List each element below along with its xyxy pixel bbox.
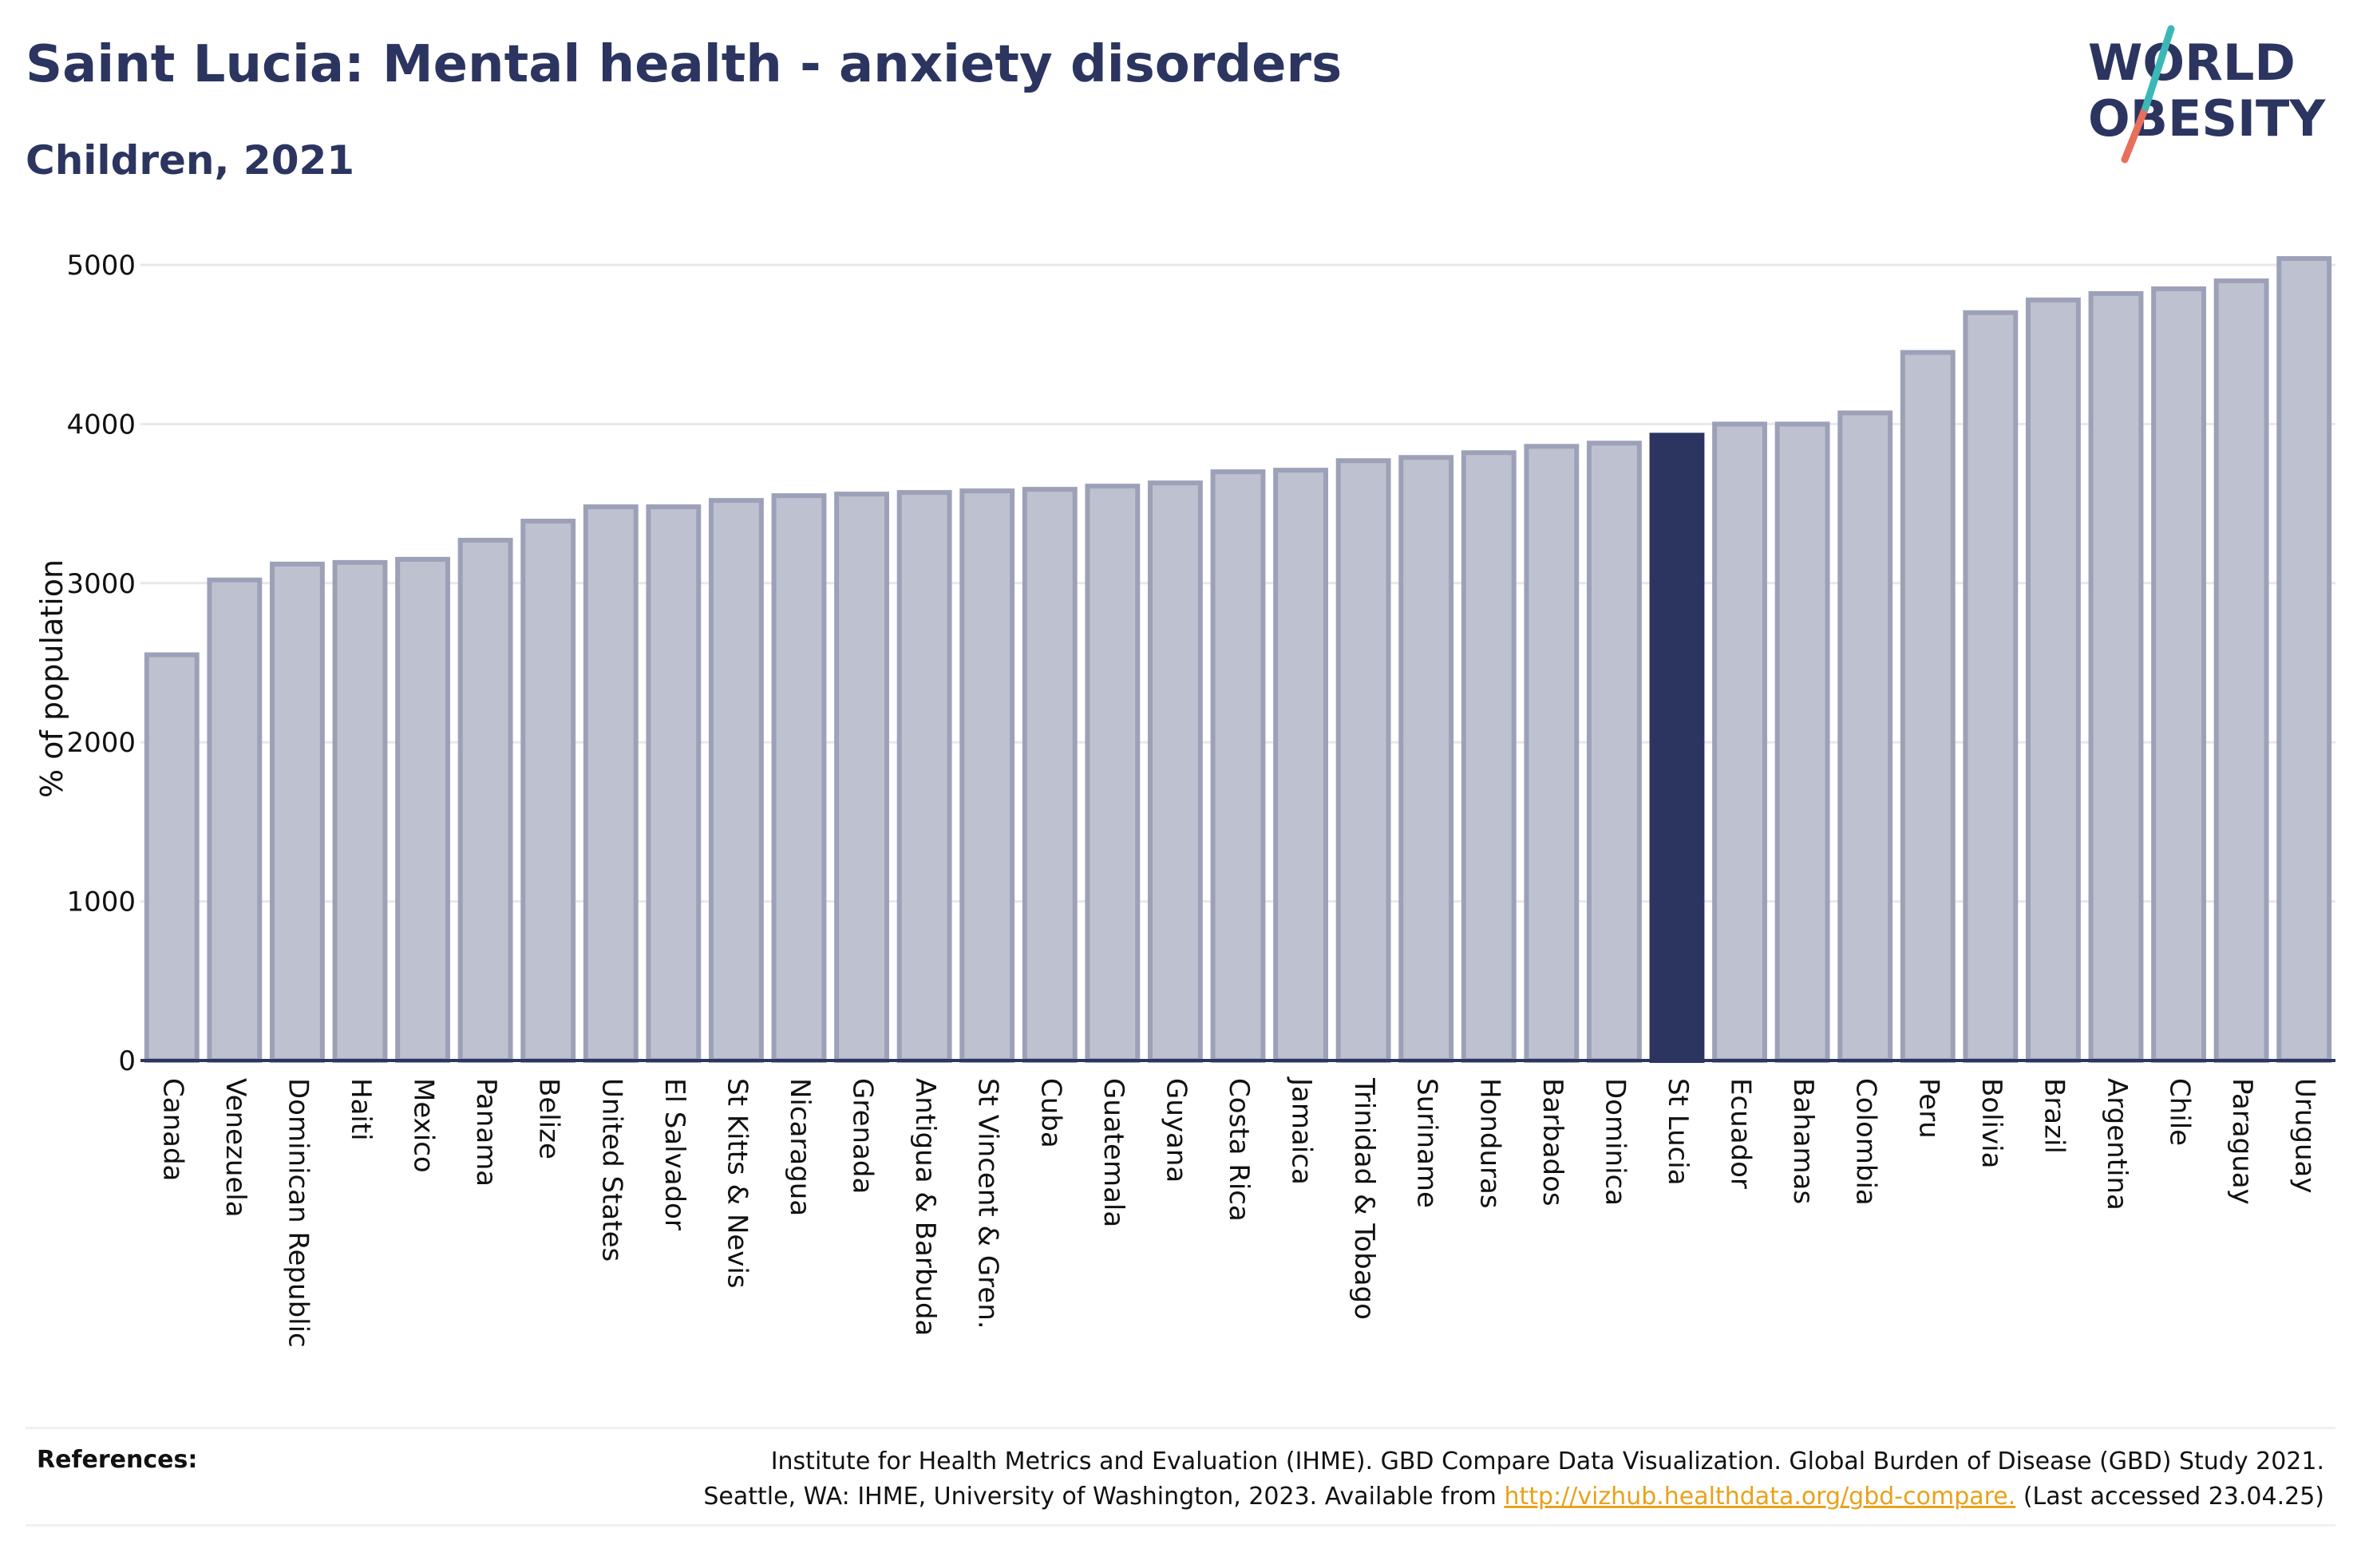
- logo-text-obesity: OBESITY: [2088, 89, 2326, 148]
- bar: [1774, 421, 1830, 1063]
- x-category-label: Barbados: [1536, 1078, 1568, 1207]
- y-tick-label: 3000: [66, 568, 136, 600]
- bar: [270, 561, 325, 1063]
- bar: [1587, 440, 1642, 1063]
- bar: [1837, 410, 1893, 1063]
- x-category-label: Nicaragua: [784, 1078, 816, 1216]
- x-category-label: Belize: [533, 1078, 565, 1159]
- x-category-label: Brazil: [2038, 1078, 2070, 1154]
- x-category-label: Venezuela: [219, 1078, 251, 1218]
- x-category-label: Suriname: [1411, 1078, 1443, 1208]
- x-category-label: El Salvador: [658, 1078, 690, 1230]
- bar: [1963, 310, 2019, 1063]
- bar: [457, 537, 513, 1063]
- x-category-label: St Kitts & Nevis: [721, 1078, 753, 1289]
- bar-chart: 0 1000 2000 3000 4000 5000 Canada Venezuela Dom…: [34, 250, 2335, 1348]
- bar: [1273, 468, 1328, 1063]
- chart-title: Saint Lucia: Mental health - anxiety dis…: [26, 35, 1343, 94]
- x-category-labels: Canada Venezuela Dominican Republic Haiti Me…: [156, 1076, 2320, 1348]
- bar: [896, 490, 952, 1063]
- bar: [1022, 487, 1078, 1063]
- x-category-label: Peru: [1912, 1078, 1944, 1139]
- bar: [771, 493, 827, 1063]
- bar: [144, 652, 200, 1064]
- x-category-label: Trinidad & Tobago: [1348, 1077, 1380, 1320]
- references-text: Institute for Health Metrics and Evaluat…: [703, 1444, 2324, 1515]
- chart-subtitle: Children, 2021: [26, 137, 355, 184]
- references-bottom-divider: [26, 1524, 2335, 1527]
- x-category-label: Panama: [470, 1078, 502, 1187]
- y-tick-label: 5000: [66, 250, 136, 282]
- references-link[interactable]: http://vizhub.healthdata.org/gbd-compare…: [1504, 1483, 2016, 1511]
- x-category-label: Canada: [156, 1078, 188, 1181]
- bar: [1461, 450, 1517, 1063]
- x-category-label: Cuba: [1034, 1078, 1066, 1148]
- bar: [709, 498, 764, 1063]
- bar: [1210, 469, 1266, 1063]
- x-category-label: Guyana: [1160, 1078, 1192, 1183]
- bar: [1712, 421, 1767, 1063]
- bar: [332, 559, 388, 1063]
- x-category-label: St Vincent & Gren.: [972, 1078, 1004, 1329]
- x-category-label: Uruguay: [2289, 1078, 2321, 1194]
- bar: [1900, 350, 1956, 1064]
- x-category-label: Chile: [2164, 1078, 2196, 1146]
- bar: [583, 504, 639, 1063]
- references-top-divider: [26, 1427, 2335, 1429]
- bar: [1148, 480, 1203, 1063]
- x-category-label: United States: [595, 1078, 627, 1262]
- y-tick-label: 1000: [66, 887, 136, 918]
- logo-slash-teal: [2142, 25, 2175, 112]
- references-line-1: Institute for Health Metrics and Evaluat…: [770, 1448, 2324, 1475]
- x-category-label: Honduras: [1473, 1078, 1505, 1209]
- x-category-label: Dominican Republic: [282, 1078, 314, 1348]
- bar: [395, 556, 450, 1063]
- bar: [2213, 278, 2269, 1063]
- bar: [2151, 286, 2206, 1064]
- bar: [2026, 297, 2081, 1064]
- x-category-label: Paraguay: [2226, 1078, 2258, 1205]
- bar: [520, 519, 576, 1063]
- y-tick-label: 4000: [66, 409, 136, 440]
- references-line-2: Seattle, WA: IHME, University of Washing…: [703, 1479, 2324, 1515]
- x-category-label: Bahamas: [1787, 1078, 1819, 1204]
- bar: [1649, 432, 1705, 1063]
- bar: [834, 492, 889, 1063]
- references-line-2-pre: Seattle, WA: IHME, University of Washing…: [703, 1483, 1505, 1511]
- y-axis-title: % of population: [34, 559, 69, 798]
- bar: [2276, 256, 2332, 1063]
- y-tick-label: 0: [118, 1045, 136, 1077]
- x-category-label: Guatemala: [1097, 1078, 1129, 1227]
- x-category-label: Mexico: [408, 1078, 440, 1173]
- x-category-label: Jamaica: [1286, 1076, 1318, 1185]
- x-category-label: Haiti: [345, 1078, 377, 1141]
- y-tick-label: 2000: [66, 727, 136, 759]
- bar: [2088, 290, 2144, 1063]
- x-category-label: Argentina: [2101, 1078, 2133, 1211]
- x-category-label: Ecuador: [1725, 1078, 1757, 1189]
- bar: [646, 504, 702, 1063]
- bar: [1335, 458, 1391, 1063]
- bar: [1085, 484, 1141, 1063]
- x-category-label: Costa Rica: [1223, 1078, 1255, 1222]
- bars: [144, 256, 2332, 1064]
- x-category-label: St Lucia: [1662, 1078, 1694, 1186]
- y-tick-labels: 0 1000 2000 3000 4000 5000: [66, 250, 136, 1077]
- world-obesity-logo: WORLD OBESITY: [2088, 25, 2326, 164]
- bar: [1398, 455, 1454, 1063]
- x-category-label: Dominica: [1599, 1078, 1631, 1206]
- x-category-label: Grenada: [847, 1078, 879, 1194]
- x-category-label: Antigua & Barbuda: [909, 1078, 941, 1336]
- bar: [959, 488, 1015, 1063]
- references-label: References:: [37, 1446, 198, 1474]
- x-category-label: Bolivia: [1975, 1078, 2007, 1168]
- bar: [1524, 444, 1580, 1063]
- bar: [207, 577, 263, 1063]
- logo-slash-coral: [2121, 104, 2149, 164]
- references-line-2-post: (Last accessed 23.04.25): [2015, 1483, 2324, 1511]
- x-category-label: Colombia: [1850, 1078, 1882, 1206]
- logo-text-world: WORLD: [2088, 34, 2296, 92]
